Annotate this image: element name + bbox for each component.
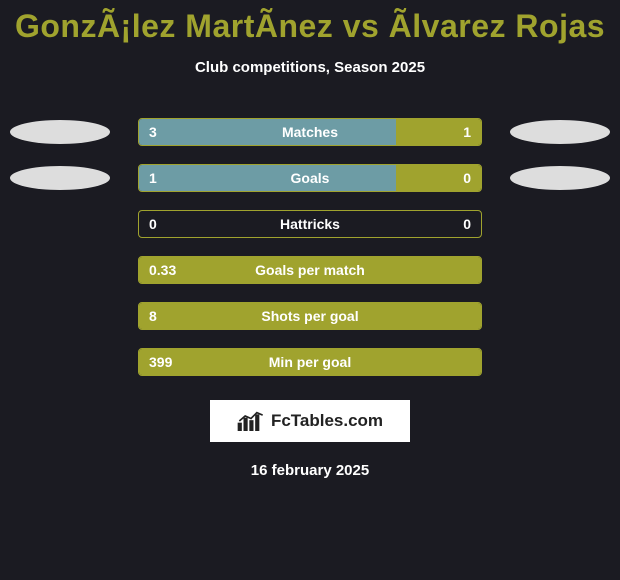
stat-row: 00Hattricks [0, 200, 620, 246]
stat-row: 10Goals [0, 154, 620, 200]
team-badge-right [510, 120, 610, 144]
stat-label: Goals [139, 165, 481, 191]
source-logo: FcTables.com [210, 400, 410, 442]
page-subtitle: Club competitions, Season 2025 [0, 59, 620, 76]
team-badge-right [510, 166, 610, 190]
source-logo-text: FcTables.com [271, 411, 383, 431]
team-badge-left [10, 120, 110, 144]
comparison-infographic: GonzÃ¡lez MartÃ­nez vs Ãlvarez Rojas Clu… [0, 0, 620, 580]
bar-track: 31Matches [138, 118, 482, 146]
bar-track: 399Min per goal [138, 348, 482, 376]
bar-track: 8Shots per goal [138, 302, 482, 330]
stat-label: Shots per goal [139, 303, 481, 329]
stat-row: 8Shots per goal [0, 292, 620, 338]
date-label: 16 february 2025 [0, 462, 620, 479]
stat-row: 399Min per goal [0, 338, 620, 384]
team-badge-left [10, 166, 110, 190]
bar-track: 0.33Goals per match [138, 256, 482, 284]
chart-icon [237, 411, 265, 431]
stat-label: Min per goal [139, 349, 481, 375]
stat-label: Matches [139, 119, 481, 145]
stat-label: Goals per match [139, 257, 481, 283]
comparison-chart: 31Matches 10Goals 00Hattricks 0.33Goals per… [0, 108, 620, 384]
stat-row: 31Matches [0, 108, 620, 154]
stat-row: 0.33Goals per match [0, 246, 620, 292]
stat-label: Hattricks [139, 211, 481, 237]
page-title: GonzÃ¡lez MartÃ­nez vs Ãlvarez Rojas [0, 0, 620, 45]
bar-track: 00Hattricks [138, 210, 482, 238]
bar-track: 10Goals [138, 164, 482, 192]
